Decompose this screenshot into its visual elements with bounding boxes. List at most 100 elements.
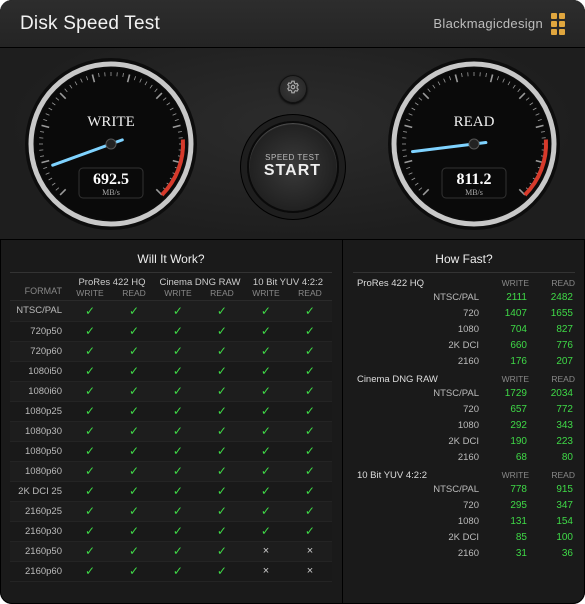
will-it-work-panel: Will It Work? FORMAT ProRes 422 HQ WRITE… bbox=[0, 240, 343, 604]
read-value: 154 bbox=[529, 513, 575, 529]
check-icon: ✓ bbox=[173, 544, 183, 558]
check-icon: ✓ bbox=[217, 524, 227, 538]
result-cell: ✓ bbox=[112, 541, 156, 561]
resolution-cell: NTSC/PAL bbox=[353, 289, 483, 305]
check-icon: ✓ bbox=[85, 404, 95, 418]
section-name: Cinema DNG RAW bbox=[357, 374, 438, 385]
how-fast-panel: How Fast? ProRes 422 HQ WRITE READ NTSC/… bbox=[343, 240, 585, 604]
brand-text: Blackmagicdesign bbox=[433, 16, 543, 31]
table-row: 720p50✓✓✓✓✓✓ bbox=[10, 321, 332, 341]
table-row: 2160 176 207 bbox=[353, 353, 575, 369]
result-cell: ✓ bbox=[156, 361, 200, 381]
result-cell: ✓ bbox=[288, 521, 332, 541]
table-row: 1080 704 827 bbox=[353, 321, 575, 337]
table-row: 2160p50✓✓✓✓×× bbox=[10, 541, 332, 561]
how-fast-table: NTSC/PAL 2111 2482 720 1407 1655 1080 70… bbox=[353, 289, 575, 369]
result-cell: ✓ bbox=[288, 341, 332, 361]
check-icon: ✓ bbox=[85, 504, 95, 518]
check-icon: ✓ bbox=[217, 544, 227, 558]
check-icon: ✓ bbox=[261, 524, 271, 538]
check-icon: ✓ bbox=[129, 444, 139, 458]
table-row: 2K DCI 190 223 bbox=[353, 433, 575, 449]
result-cell: ✓ bbox=[156, 301, 200, 321]
settings-button[interactable] bbox=[279, 75, 307, 103]
write-value: 704 bbox=[483, 321, 529, 337]
gauge-label: READ bbox=[454, 114, 495, 130]
result-cell: ✓ bbox=[244, 441, 288, 461]
check-icon: ✓ bbox=[261, 404, 271, 418]
format-cell: 1080p60 bbox=[10, 461, 68, 481]
result-cell: ✓ bbox=[112, 521, 156, 541]
result-cell: ✓ bbox=[200, 361, 244, 381]
gear-icon bbox=[286, 80, 300, 97]
check-icon: ✓ bbox=[305, 384, 315, 398]
app-title: Disk Speed Test bbox=[20, 13, 160, 35]
will-it-work-title: Will It Work? bbox=[10, 248, 332, 273]
check-icon: ✓ bbox=[129, 304, 139, 318]
check-icon: ✓ bbox=[129, 364, 139, 378]
resolution-cell: 2160 bbox=[353, 449, 483, 465]
read-value: 915 bbox=[529, 481, 575, 497]
tables-area: Will It Work? FORMAT ProRes 422 HQ WRITE… bbox=[0, 240, 585, 604]
check-icon: ✓ bbox=[85, 364, 95, 378]
write-gauge: WRITE 692.5 MB/s bbox=[22, 55, 200, 233]
result-cell: ✓ bbox=[156, 561, 200, 581]
check-icon: ✓ bbox=[173, 404, 183, 418]
result-cell: ✓ bbox=[156, 461, 200, 481]
format-cell: 2160p50 bbox=[10, 541, 68, 561]
write-value: 657 bbox=[483, 401, 529, 417]
check-icon: ✓ bbox=[85, 384, 95, 398]
result-cell: × bbox=[244, 541, 288, 561]
result-cell: ✓ bbox=[244, 401, 288, 421]
read-value: 100 bbox=[529, 529, 575, 545]
table-row: 1080p30✓✓✓✓✓✓ bbox=[10, 421, 332, 441]
read-header: READ bbox=[529, 374, 575, 385]
brand: Blackmagicdesign bbox=[433, 13, 565, 35]
read-header: READ bbox=[529, 470, 575, 481]
check-icon: ✓ bbox=[85, 324, 95, 338]
start-button[interactable]: SPEED TEST START bbox=[247, 121, 339, 213]
result-cell: ✓ bbox=[156, 541, 200, 561]
gauge-unit: MB/s bbox=[102, 188, 120, 197]
check-icon: ✓ bbox=[85, 344, 95, 358]
check-icon: ✓ bbox=[217, 304, 227, 318]
check-icon: ✓ bbox=[173, 484, 183, 498]
result-cell: ✓ bbox=[200, 301, 244, 321]
check-icon: ✓ bbox=[129, 464, 139, 478]
check-icon: ✓ bbox=[85, 444, 95, 458]
format-cell: 1080p25 bbox=[10, 401, 68, 421]
check-icon: ✓ bbox=[305, 404, 315, 418]
result-cell: ✓ bbox=[112, 321, 156, 341]
check-icon: ✓ bbox=[129, 344, 139, 358]
result-cell: ✓ bbox=[244, 461, 288, 481]
check-icon: ✓ bbox=[173, 464, 183, 478]
result-cell: ✓ bbox=[288, 441, 332, 461]
check-icon: ✓ bbox=[305, 344, 315, 358]
write-value: 190 bbox=[483, 433, 529, 449]
resolution-cell: 2K DCI bbox=[353, 337, 483, 353]
result-cell: ✓ bbox=[288, 381, 332, 401]
format-cell: NTSC/PAL bbox=[10, 301, 68, 321]
gauge-label: WRITE bbox=[87, 114, 134, 130]
table-row: 720 1407 1655 bbox=[353, 305, 575, 321]
result-cell: ✓ bbox=[200, 381, 244, 401]
check-icon: ✓ bbox=[261, 504, 271, 518]
result-cell: ✓ bbox=[112, 441, 156, 461]
result-cell: ✓ bbox=[68, 561, 112, 581]
write-value: 292 bbox=[483, 417, 529, 433]
read-header: READ bbox=[529, 278, 575, 289]
resolution-cell: 2K DCI bbox=[353, 529, 483, 545]
check-icon: ✓ bbox=[173, 564, 183, 578]
table-row: 2K DCI 25✓✓✓✓✓✓ bbox=[10, 481, 332, 501]
how-fast-section: 10 Bit YUV 4:2:2 WRITE READ NTSC/PAL 778… bbox=[353, 467, 575, 561]
check-icon: ✓ bbox=[305, 324, 315, 338]
result-cell: × bbox=[244, 561, 288, 581]
cross-icon: × bbox=[307, 565, 313, 577]
format-cell: 1080i60 bbox=[10, 381, 68, 401]
check-icon: ✓ bbox=[129, 504, 139, 518]
write-value: 131 bbox=[483, 513, 529, 529]
result-cell: ✓ bbox=[200, 461, 244, 481]
format-cell: 1080p50 bbox=[10, 441, 68, 461]
table-row: 2K DCI 660 776 bbox=[353, 337, 575, 353]
result-cell: ✓ bbox=[68, 461, 112, 481]
